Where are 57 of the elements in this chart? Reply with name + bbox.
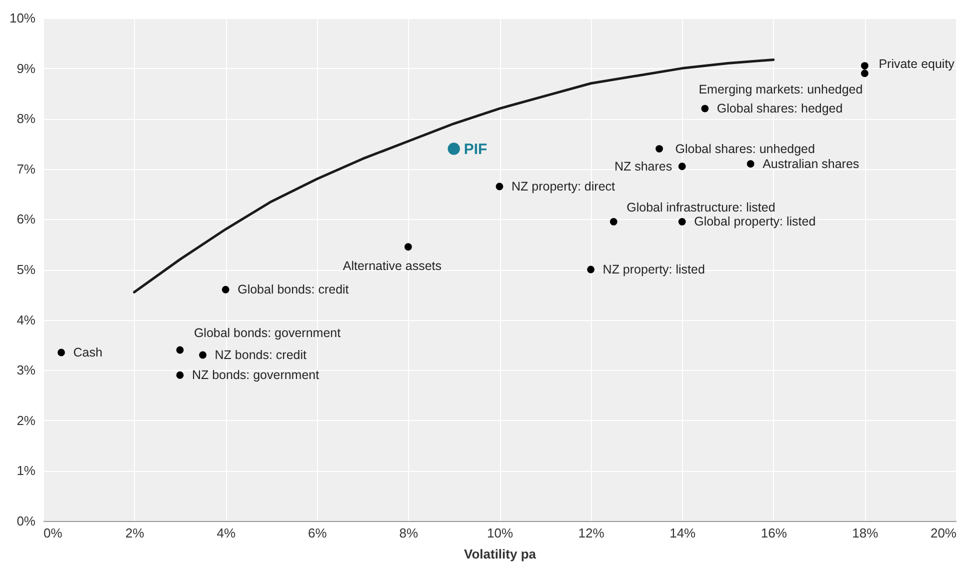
y-tick-label: 4% bbox=[16, 312, 36, 328]
point bbox=[176, 346, 184, 354]
y-tick-label: 0% bbox=[16, 514, 36, 528]
point bbox=[199, 351, 206, 359]
point bbox=[860, 62, 868, 70]
annotation: Global bonds: government bbox=[194, 326, 342, 340]
annotation: Private equity bbox=[878, 56, 956, 71]
point bbox=[587, 266, 595, 274]
annotation: NZ property: listed bbox=[602, 262, 705, 276]
point bbox=[610, 218, 618, 226]
point bbox=[222, 286, 230, 294]
annotation: NZ property: direct bbox=[512, 180, 616, 194]
x-tick-label: 12% bbox=[578, 526, 605, 540]
annotation: Australian shares bbox=[762, 156, 860, 171]
annotation: Emerging markets: unhedged bbox=[698, 82, 863, 96]
x-tick-label: 20% bbox=[930, 526, 957, 540]
x-tick-label: 8% bbox=[399, 526, 419, 540]
y-tick-label: 7% bbox=[16, 161, 36, 176]
x-tick-label: 0% bbox=[44, 526, 63, 540]
x-axis-title: Volatility pa bbox=[464, 546, 537, 562]
annotation: Cash bbox=[73, 345, 102, 360]
point bbox=[58, 348, 65, 356]
point bbox=[746, 160, 754, 168]
x-tick-label: 4% bbox=[216, 526, 236, 540]
point bbox=[701, 104, 709, 112]
annotation: NZ bonds: government bbox=[192, 368, 320, 382]
annotation: Global infrastructure: listed bbox=[626, 200, 776, 215]
point bbox=[448, 142, 460, 155]
x-tick-label: 14% bbox=[670, 526, 696, 540]
point bbox=[678, 218, 686, 226]
point bbox=[496, 182, 504, 190]
x-tick-label: 2% bbox=[125, 526, 145, 540]
series-label: PIF bbox=[464, 140, 488, 158]
x-tick-label: 18% bbox=[852, 526, 879, 540]
annotation: Alternative assets bbox=[342, 258, 442, 273]
x-tick-label: 6% bbox=[308, 526, 328, 540]
x-tick-label: 16% bbox=[760, 526, 788, 540]
point bbox=[404, 243, 412, 251]
annotation: NZ bonds: credit bbox=[214, 348, 308, 362]
y-tick-label: 3% bbox=[16, 362, 36, 378]
point bbox=[656, 145, 663, 152]
y-tick-label: 9% bbox=[16, 60, 36, 76]
annotation: Global bonds: credit bbox=[238, 282, 350, 297]
y-tick-label: 10% bbox=[9, 10, 36, 26]
annotation: Global property: listed bbox=[694, 214, 816, 229]
point bbox=[176, 371, 184, 379]
point bbox=[860, 70, 868, 78]
annotation: NZ shares bbox=[614, 159, 672, 174]
annotation: Global shares: unhedged bbox=[675, 142, 816, 156]
annotation: Global shares: hedged bbox=[716, 102, 843, 116]
point bbox=[678, 162, 686, 170]
y-tick-label: 2% bbox=[16, 412, 36, 428]
y-tick-label: 8% bbox=[16, 111, 36, 126]
y-tick-label: 5% bbox=[16, 262, 36, 277]
y-tick-label: 6% bbox=[16, 212, 36, 227]
x-tick-label: 10% bbox=[486, 526, 514, 540]
y-tick-label: 1% bbox=[16, 463, 36, 478]
